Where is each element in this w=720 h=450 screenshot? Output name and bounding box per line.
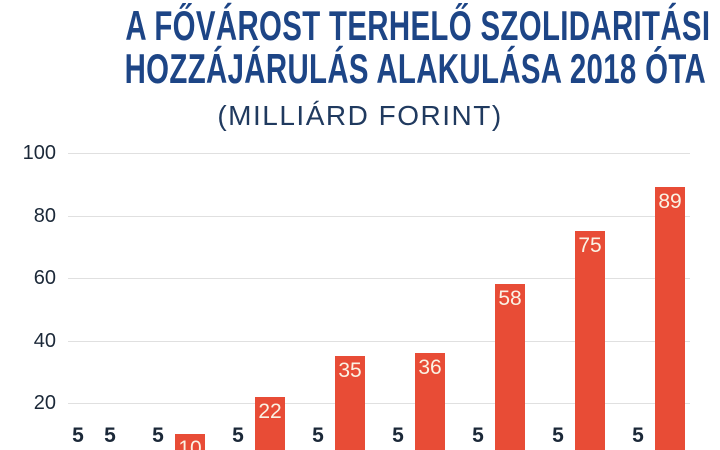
bar-value-label-series-1-group-2: 5 <box>152 423 164 447</box>
bar-series-2-group-6 <box>495 284 525 450</box>
bar-value-label-series-2-group-6: 58 <box>498 287 522 311</box>
y-axis-tick-label-40: 40 <box>33 329 56 352</box>
bar-value-label-series-2-group-3: 22 <box>258 399 282 423</box>
chart-unit-subtitle: (MILLIÁRD FORINT) <box>217 100 503 131</box>
gridline-y-60 <box>68 278 690 279</box>
bar-value-label-series-1-group-7: 5 <box>552 423 564 447</box>
chart-title-line-1-text: A FŐVÁROST TERHELŐ SZOLIDARITÁSI <box>125 2 711 49</box>
gridline-y-40 <box>68 340 690 342</box>
bar-value-label-series-2-group-1: 5 <box>104 423 116 447</box>
bar-series-2-group-3 <box>255 396 285 450</box>
bar-value-label-series-1-group-6: 5 <box>472 423 484 447</box>
bar-series-2-group-8 <box>655 187 685 450</box>
chart-title-line-2-text: HOZZÁJÁRULÁS ALAKULÁSA 2018 ÓTA <box>124 45 707 92</box>
bar-value-label-series-1-group-3: 5 <box>232 423 244 447</box>
bar-value-label-series-2-group-8: 89 <box>658 190 682 214</box>
gridline-y-80 <box>68 215 690 217</box>
y-axis-tick-label-20: 20 <box>33 392 56 414</box>
bar-value-label-series-1-group-8: 5 <box>632 423 644 447</box>
bar-series-2-group-4 <box>335 356 365 450</box>
bar-value-label-series-2-group-5: 36 <box>418 356 442 379</box>
y-axis-tick-label-60: 60 <box>33 267 56 289</box>
bar-series-2-group-5 <box>415 353 445 450</box>
bar-value-label-series-1-group-4: 5 <box>312 423 324 447</box>
chart-title-line-1: A FŐVÁROST TERHELŐ SZOLIDARITÁSI <box>0 4 720 47</box>
chart-title-line-2: HOZZÁJÁRULÁS ALAKULÁSA 2018 ÓTA <box>0 47 720 90</box>
y-axis-tick-label-100: 100 <box>22 142 56 164</box>
gridline-y-100 <box>68 153 690 154</box>
title-block: A FŐVÁROST TERHELŐ SZOLIDARITÁSI HOZZÁJÁ… <box>0 4 720 133</box>
bar-value-label-series-2-group-2: 10 <box>178 437 202 450</box>
bar-value-label-series-1-group-5: 5 <box>392 423 404 447</box>
bar-series-2-group-7 <box>575 231 605 450</box>
bar-value-label-series-2-group-4: 35 <box>338 359 362 383</box>
y-axis-tick-label-80: 80 <box>33 204 56 227</box>
gridline-y-20 <box>68 403 690 404</box>
bar-series-2-group-2 <box>175 434 205 450</box>
bar-value-label-series-1-group-1: 5 <box>72 423 84 447</box>
bar-value-label-series-2-group-7: 75 <box>578 234 602 258</box>
